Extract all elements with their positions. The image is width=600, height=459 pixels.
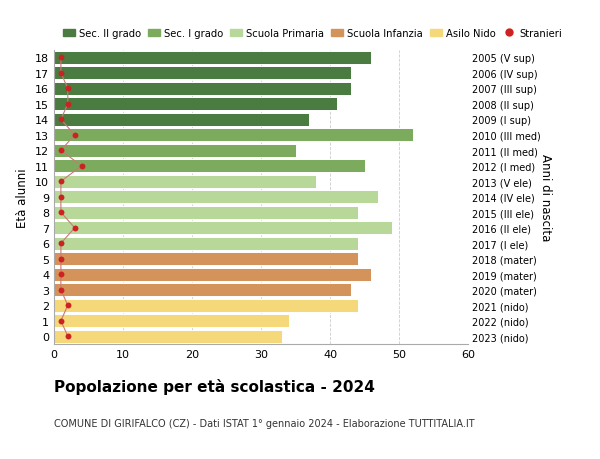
Point (56, 240, 66, 247)
Point (56, 147, 66, 155)
Bar (54, 299, 358, 312)
Bar (54, 207, 358, 219)
Bar (54, 52, 371, 65)
Bar (54, 269, 371, 281)
Point (70, 132, 79, 139)
Bar (54, 83, 350, 95)
Point (63, 101, 73, 108)
Text: Popolazione per età scolastica - 2024: Popolazione per età scolastica - 2024 (54, 379, 375, 395)
Point (77, 163, 86, 170)
Bar (54, 160, 365, 173)
Y-axis label: Anni di nascita: Anni di nascita (539, 154, 552, 241)
Bar (54, 98, 337, 111)
Point (56, 209, 66, 217)
Bar (54, 284, 350, 297)
Point (63, 302, 73, 309)
Legend: Sec. II grado, Sec. I grado, Scuola Primaria, Scuola Infanzia, Asilo Nido, Stran: Sec. II grado, Sec. I grado, Scuola Prim… (59, 25, 566, 43)
Point (56, 117, 66, 124)
Point (63, 333, 73, 340)
Point (56, 256, 66, 263)
Y-axis label: Età alunni: Età alunni (16, 168, 29, 227)
Point (70, 224, 79, 232)
Bar (54, 330, 282, 343)
Bar (54, 222, 392, 235)
Bar (54, 114, 310, 126)
Point (56, 317, 66, 325)
Text: COMUNE DI GIRIFALCO (CZ) - Dati ISTAT 1° gennaio 2024 - Elaborazione TUTTITALIA.: COMUNE DI GIRIFALCO (CZ) - Dati ISTAT 1°… (54, 418, 475, 428)
Bar (54, 67, 350, 80)
Point (56, 55, 66, 62)
Bar (54, 315, 289, 327)
Bar (54, 253, 358, 266)
Point (56, 70, 66, 78)
Bar (54, 129, 413, 142)
Bar (54, 237, 358, 250)
Bar (54, 145, 296, 157)
Bar (54, 176, 316, 188)
Point (56, 286, 66, 294)
Point (56, 178, 66, 185)
Bar (54, 191, 378, 204)
Point (56, 194, 66, 201)
Point (56, 271, 66, 278)
Point (63, 85, 73, 93)
